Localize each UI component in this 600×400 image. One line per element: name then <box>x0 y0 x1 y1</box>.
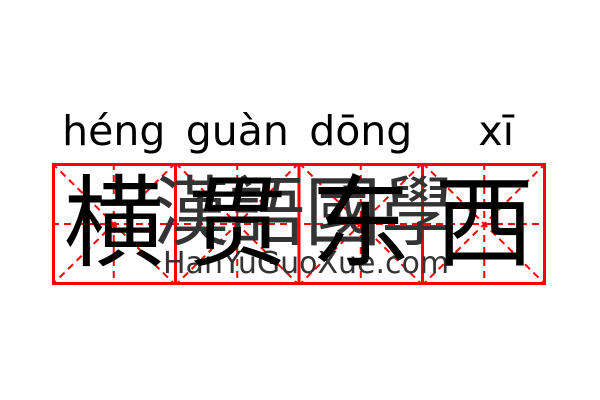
watermark-cjk-char-yu: 語 <box>229 168 305 257</box>
pinyin-syllable-guan: guàn <box>185 107 289 155</box>
characters-row: 横 贯 东 西 <box>52 163 546 285</box>
watermark-cjk-char-han: 漢 <box>153 168 229 257</box>
watermark-cjk-row: 漢 語 國 學 <box>153 168 457 257</box>
hanzi-char-xi: 西 <box>434 165 535 282</box>
pinyin-syllable-xi: xī <box>478 107 515 155</box>
pinyin-syllable-heng: héng <box>62 107 166 155</box>
practice-grid <box>52 163 546 285</box>
hanzi-char-dong: 东 <box>310 165 411 282</box>
watermark-url: HanYuGuoXue.com <box>163 246 450 281</box>
pinyin-syllable-dong: dōng <box>309 107 413 155</box>
hanzi-char-heng: 横 <box>63 165 164 282</box>
hanzi-char-guan: 贯 <box>187 165 288 282</box>
watermark-cjk-char-xue: 學 <box>381 168 457 257</box>
pinyin-row: héng guàn dōng xī <box>52 103 546 159</box>
watermark-cjk-char-guo: 國 <box>305 168 381 257</box>
